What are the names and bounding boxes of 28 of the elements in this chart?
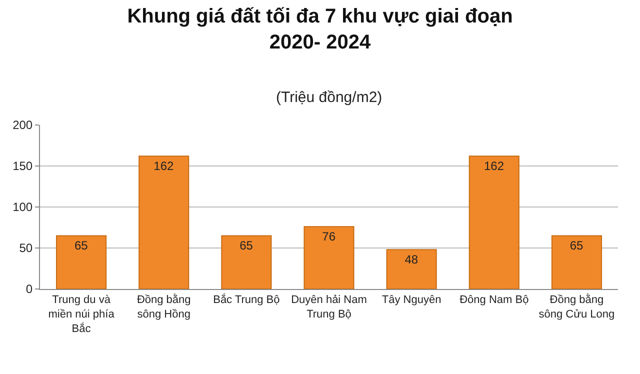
- data-label: 162: [154, 159, 174, 174]
- y-tick-label: 0: [26, 282, 33, 296]
- bar: [56, 235, 107, 289]
- x-tick-label: Tây Nguyên: [382, 294, 442, 306]
- bar: [221, 235, 272, 289]
- chart-title: Khung giá đất tối đa 7 khu vực giai đoạn 2020- 2024: [127, 5, 513, 54]
- data-label: 48: [404, 252, 418, 267]
- bar: [304, 226, 354, 289]
- y-tick-label: 100: [12, 200, 33, 214]
- x-tick-label: Duyên hải Nam Trung Bộ: [291, 294, 367, 320]
- bar: [551, 235, 602, 289]
- x-tick-label: Bắc Trung Bộ: [213, 293, 280, 306]
- x-tick-label: Trung du và miền núi phía Bắc: [48, 294, 116, 335]
- y-tick-label: 200: [12, 118, 33, 132]
- data-label: 65: [570, 238, 584, 253]
- x-tick-label: Đông Nam Bộ: [460, 294, 529, 306]
- chart-subtitle: (Triệu đồng/m2): [276, 89, 382, 106]
- bar: [386, 249, 437, 289]
- x-tick-label: Đồng bằng sông Hồng: [136, 293, 191, 320]
- data-label: 65: [240, 238, 254, 253]
- bar: [468, 156, 520, 289]
- bar: [138, 156, 190, 289]
- data-label: 162: [484, 159, 504, 174]
- y-tick-label: 150: [12, 159, 33, 174]
- x-tick-label: Đồng bằng sông Cửu Long: [538, 293, 615, 320]
- data-label: 65: [74, 238, 88, 253]
- data-label: 76: [322, 230, 336, 244]
- y-tick-label: 50: [19, 241, 33, 256]
